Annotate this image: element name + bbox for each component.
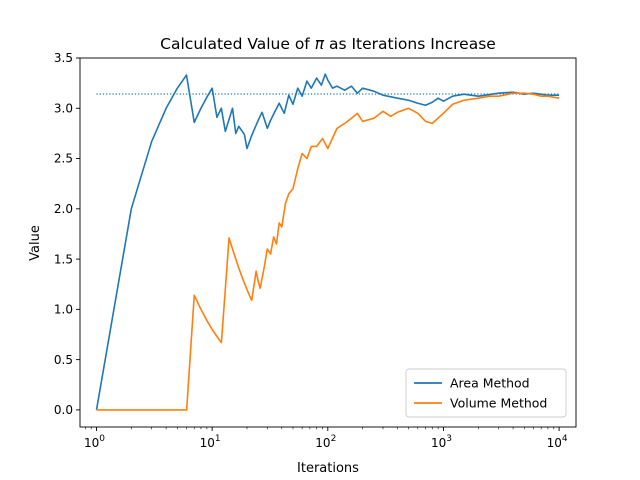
y-tick-label: 0.5 [54, 353, 73, 367]
y-tick-label: 3.0 [54, 101, 73, 115]
chart-title-prefix: Calculated Value of [160, 35, 315, 53]
series-line-volume-method [96, 92, 560, 411]
chart-title-symbol: π [315, 35, 325, 53]
y-tick-label: 2.0 [54, 202, 73, 216]
chart-title-suffix: as Iterations Increase [324, 35, 496, 53]
y-axis-title: Value [28, 225, 43, 261]
legend-label: Area Method [450, 376, 530, 391]
x-tick-label: 100 [84, 434, 105, 450]
x-tick-label: 101 [200, 434, 221, 450]
series-line-area-method [95, 73, 560, 411]
y-tick-label: 0.0 [54, 403, 73, 417]
chart-title: Calculated Value of π as Iterations Incr… [160, 35, 496, 53]
legend-box [405, 368, 567, 418]
x-tick-label: 102 [315, 434, 336, 450]
x-tick-label: 103 [431, 434, 452, 450]
plot-area [95, 73, 560, 411]
x-axis-title: Iterations [297, 461, 359, 476]
legend-label: Volume Method [450, 396, 547, 411]
y-tick-label: 1.0 [54, 303, 73, 317]
y-tick-label: 2.5 [54, 152, 73, 166]
legend: Area Method Volume Method [405, 368, 567, 418]
axes: 0.0 0.5 1.0 1.5 2.0 2.5 3.0 3.5 100 101 102 103 104 [54, 51, 577, 450]
y-tick-label: 1.5 [54, 252, 73, 266]
y-tick-label: 3.5 [54, 51, 73, 65]
x-tick-label: 104 [547, 434, 568, 450]
